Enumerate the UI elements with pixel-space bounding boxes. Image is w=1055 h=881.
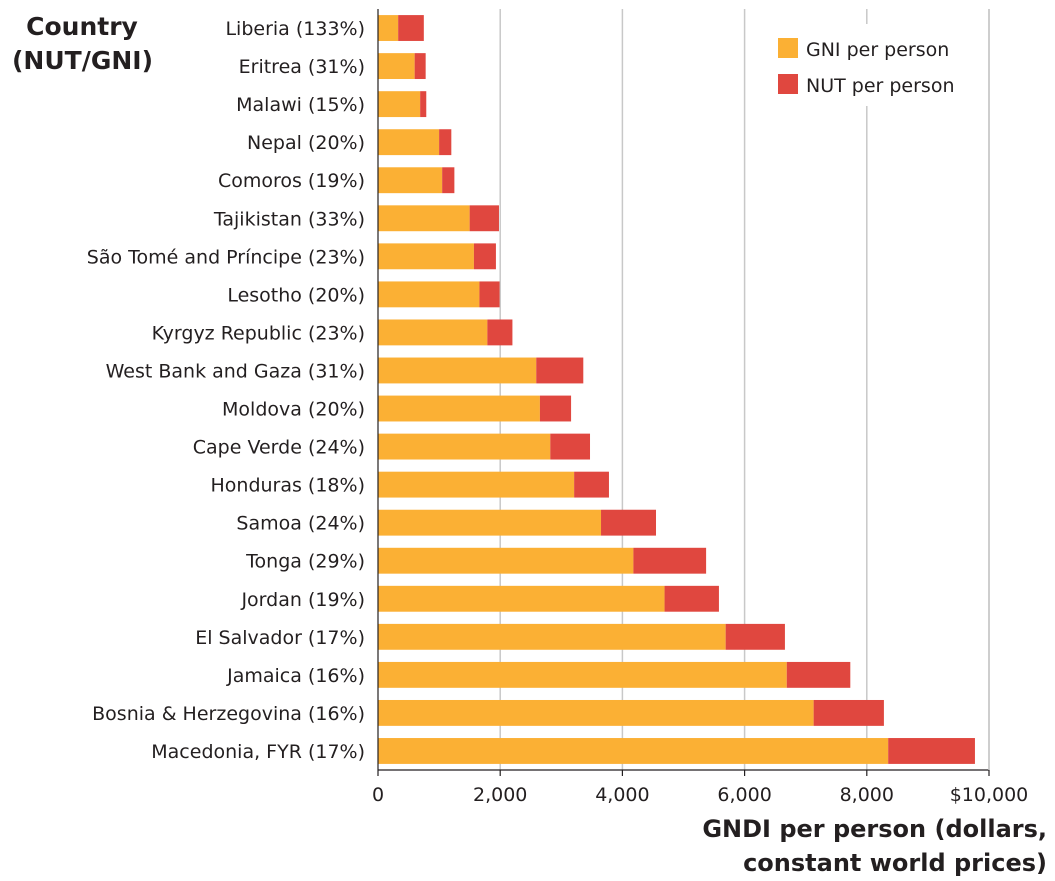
category-label: Comoros (19%) [218, 170, 365, 192]
legend-label-nut: NUT per person [806, 75, 955, 97]
bar-nut [813, 699, 884, 726]
category-label: São Tomé and Príncipe (23%) [87, 246, 365, 268]
bar-nut [633, 547, 707, 574]
x-axis [377, 9, 990, 771]
y-axis-title-line1: Country [26, 12, 138, 41]
bar-gni [378, 281, 480, 308]
x-tick-labels: 0 2,000 4,000 6,000 8,000 $10,000 [372, 770, 1028, 806]
bar-nut [414, 53, 426, 80]
bar-nut [479, 281, 500, 308]
category-label: Nepal (20%) [247, 132, 365, 154]
bar-gni [378, 509, 602, 536]
legend-swatch-nut [778, 74, 798, 94]
bar-gni [378, 661, 787, 688]
bar-nut [439, 129, 452, 156]
legend: GNI per person NUT per person [760, 24, 975, 106]
bar-nut [473, 243, 496, 270]
bar-gni [378, 738, 889, 764]
category-label: Malawi (15%) [236, 94, 365, 116]
bar-nut [469, 205, 499, 232]
bar-gni [378, 205, 470, 232]
category-label: Jordan (19%) [240, 589, 365, 611]
bar-gni [378, 623, 726, 650]
bar-gni [378, 91, 421, 118]
bar-nut [601, 509, 657, 536]
category-label: Macedonia, FYR (17%) [151, 741, 365, 763]
bars [378, 15, 975, 764]
category-label: Bosnia & Herzegovina (16%) [92, 703, 365, 725]
y-axis-title-line2: (NUT/GNI) [12, 46, 154, 75]
x-axis-title-line1: GNDI per person (dollars, [702, 815, 1047, 843]
category-label: Moldova (20%) [222, 399, 365, 421]
bar-gni [378, 585, 665, 612]
category-label: Lesotho (20%) [227, 284, 365, 306]
category-label: Cape Verde (24%) [193, 437, 365, 459]
bar-gni [378, 395, 540, 422]
category-label: Kyrgyz Republic (23%) [152, 322, 365, 344]
bar-gni [378, 357, 537, 384]
bar-nut [574, 471, 609, 498]
bar-gni [378, 319, 488, 346]
bar-gni [378, 471, 575, 498]
bar-gni [378, 243, 474, 270]
bar-gni [378, 15, 399, 41]
bar-gni [378, 433, 551, 460]
category-label: Tonga (29%) [245, 551, 365, 573]
category-label: Honduras (18%) [210, 475, 365, 497]
x-tick-label: 6,000 [717, 784, 771, 806]
x-axis-title: GNDI per person (dollars, constant world… [702, 812, 1047, 880]
bar-nut [550, 433, 591, 460]
bar-nut [420, 91, 427, 118]
category-label: Liberia (133%) [225, 18, 365, 40]
bar-nut [539, 395, 572, 422]
y-axis-title: Country (NUT/GNI) [12, 10, 154, 78]
bar-gni [378, 53, 415, 80]
bar-nut [786, 661, 851, 688]
category-label: Jamaica (16%) [226, 665, 365, 687]
bar-nut [725, 623, 785, 650]
x-axis-title-line2: constant world prices) [743, 849, 1047, 877]
category-label: West Bank and Gaza (31%) [106, 360, 365, 382]
category-label: Tajikistan (33%) [213, 208, 365, 230]
x-tick-label: 8,000 [840, 784, 894, 806]
category-label: Samoa (24%) [236, 513, 365, 535]
category-labels: Liberia (133%) Eritrea (31%) Malawi (15%) N… [87, 18, 365, 763]
bar-nut [888, 738, 975, 764]
bar-nut [487, 319, 513, 346]
legend-swatch-gni [778, 38, 798, 58]
bar-nut [398, 15, 424, 41]
x-tick-label: 2,000 [473, 784, 527, 806]
category-label: Eritrea (31%) [239, 56, 365, 78]
gridlines [499, 9, 990, 770]
legend-label-gni: GNI per person [806, 39, 949, 61]
bar-gni [378, 167, 443, 194]
bar-nut [442, 167, 455, 194]
x-tick-label: 0 [372, 784, 384, 806]
x-tick-label: $10,000 [950, 784, 1029, 806]
category-label: El Salvador (17%) [195, 627, 365, 649]
bar-nut [664, 585, 719, 612]
bar-gni [378, 699, 814, 726]
x-tick-label: 4,000 [595, 784, 649, 806]
bar-nut [536, 357, 584, 384]
bar-gni [378, 547, 634, 574]
bar-gni [378, 129, 440, 156]
